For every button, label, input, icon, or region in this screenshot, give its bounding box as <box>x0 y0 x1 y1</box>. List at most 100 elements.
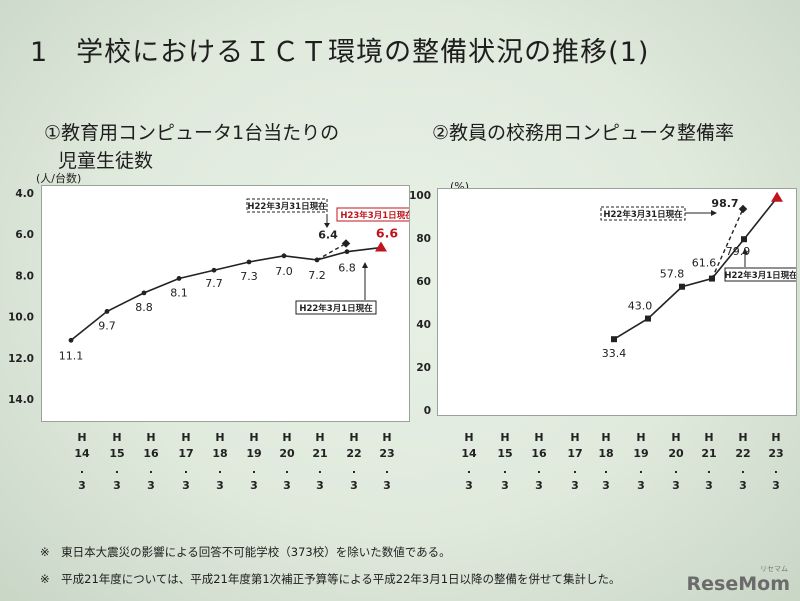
chart1-extra-label: 6.4 <box>318 228 338 241</box>
chart1-xtick-label: . <box>149 463 153 476</box>
chart2-xtick-label: H <box>771 431 780 444</box>
chart2-xtick-label: . <box>774 463 778 476</box>
chart1-title-line1: ①教育用コンピュータ1台当たりの <box>44 122 340 144</box>
chart1-callout-boxed-text: H22年3月1日現在 <box>299 303 373 314</box>
chart2-xtick-label: . <box>604 463 608 476</box>
chart1-callout-red-box <box>336 207 409 222</box>
chart1-unit: (人/台数) <box>36 172 82 185</box>
chart2-ytick-label: 0 <box>424 405 431 417</box>
chart1-xtick-label: . <box>80 463 84 476</box>
chart2-ytick-label: 80 <box>416 233 431 245</box>
chart2-xtick-label: 3 <box>705 479 713 492</box>
chart1-ytick-label: 4.0 <box>15 188 34 200</box>
chart1-xtick-label: H <box>77 431 86 444</box>
chart1-xtick-label: H <box>146 431 155 444</box>
chart1-xtick-label: 3 <box>147 479 155 492</box>
chart2-value-label: 57.8 <box>660 268 685 281</box>
chart2-value-label: 61.6 <box>692 257 717 270</box>
chart1-point <box>281 253 287 259</box>
chart1-callout-dashed-text: H22年3月31日現在 <box>247 201 327 212</box>
chart2-xtick-label: H <box>570 431 579 444</box>
chart2-xtick-label: 23 <box>768 447 783 460</box>
chart1-value-label-h23: 6.6 <box>376 226 398 241</box>
chart2-extra-point <box>738 204 748 214</box>
chart1-xtick-label: H <box>315 431 324 444</box>
chart2-xtick-label: H <box>636 431 645 444</box>
chart1-xtick-label: H <box>282 431 291 444</box>
chart2-panel: 33.443.057.861.679.999.298.7H23年3月1日現在H2… <box>437 188 797 416</box>
chart2-xtick-label: 21 <box>701 447 716 460</box>
chart1-point <box>68 337 74 343</box>
chart2-point <box>645 315 651 322</box>
chart1-ytick-label: 6.0 <box>15 229 34 241</box>
chart1-callout-boxed-arrowhead <box>362 262 368 268</box>
chart1-value-label: 7.0 <box>275 265 293 278</box>
chart2-xtick-label: 22 <box>735 447 750 460</box>
chart1-xtick-label: 3 <box>182 479 190 492</box>
chart2-dashed-line <box>711 208 744 279</box>
chart2-xtick-label: . <box>467 463 471 476</box>
chart1-callout-red-text: H23年3月1日現在 <box>340 210 409 221</box>
logo-small-text: リセマム <box>760 565 788 573</box>
chart2-xtick-label: . <box>674 463 678 476</box>
chart2-ytick-label: 40 <box>416 319 431 331</box>
chart2-xtick-label: 3 <box>571 479 579 492</box>
chart1-xtick-label: 15 <box>109 447 124 460</box>
chart2-xtick-label: 20 <box>668 447 684 460</box>
footnote-2: ※ 平成21年度については、平成21年度第1次補正予算等による平成22年3月1日… <box>40 572 621 586</box>
chart2-xtick-label: . <box>707 463 711 476</box>
chart2-xtick-label: 18 <box>598 447 613 460</box>
chart1-point <box>344 249 350 255</box>
chart1-xtick-label: 20 <box>279 447 295 460</box>
chart1-point <box>104 309 110 314</box>
chart1-dashed-line <box>316 242 347 261</box>
chart2-title: ②教員の校務用コンピュータ整備率 <box>432 122 735 144</box>
chart1-xtick-label: 3 <box>250 479 258 492</box>
chart2-xtick-label: 3 <box>535 479 543 492</box>
chart1-xtick-label: 3 <box>350 479 358 492</box>
chart1-point <box>141 290 147 296</box>
chart2-extra-label: 98.7 <box>711 197 738 210</box>
chart2-xtick-label: 3 <box>672 479 680 492</box>
chart1-title-line2: 児童生徒数 <box>58 150 154 172</box>
chart1-series-segment-last <box>346 246 382 253</box>
chart1-xtick-label: 21 <box>312 447 327 460</box>
chart1-xtick-label: . <box>318 463 322 476</box>
chart1-xtick-label: 3 <box>78 479 86 492</box>
chart2-callout-dashed-arrowhead <box>711 210 717 216</box>
chart1-xtick-label: H <box>112 431 121 444</box>
chart2-xtick-label: 3 <box>637 479 645 492</box>
chart1-value-label: 8.8 <box>135 301 153 314</box>
chart1-value-label: 7.2 <box>308 269 326 282</box>
chart2-point-h23 <box>771 191 783 202</box>
chart2-value-label: 33.4 <box>602 347 627 360</box>
chart2-xtick-label: 3 <box>739 479 747 492</box>
chart2-ytick-label: 60 <box>416 276 431 288</box>
chart1-point-h23 <box>375 241 387 252</box>
chart1-xtick-label: 3 <box>216 479 224 492</box>
chart1-xtick-label: H <box>249 431 258 444</box>
chart1-callout-boxed-box <box>295 300 377 315</box>
chart2-xtick-label: 19 <box>633 447 648 460</box>
chart2-svg: 33.443.057.861.679.999.298.7H23年3月1日現在H2… <box>600 191 796 360</box>
chart1-xtick-label: 17 <box>178 447 193 460</box>
chart2-ytick-label: 20 <box>416 362 431 374</box>
chart2-xtick-label: 3 <box>602 479 610 492</box>
chart1-value-label: 11.1 <box>59 349 84 362</box>
chart1-xtick-label: 19 <box>246 447 261 460</box>
chart2-value-label: 43.0 <box>628 300 653 313</box>
chart1-xtick-label: 18 <box>212 447 227 460</box>
chart2-callout-boxed-text: H22年3月1日現在 <box>724 270 796 281</box>
chart1-point <box>211 267 217 273</box>
chart2-xtick-label: . <box>639 463 643 476</box>
chart1-xtick-label: 3 <box>283 479 291 492</box>
chart2-point <box>679 283 685 290</box>
chart2-ytick-label: 100 <box>409 190 431 202</box>
chart2-xtick-label: 14 <box>461 447 477 460</box>
chart2-xtick-label: . <box>741 463 745 476</box>
chart1-value-label: 8.1 <box>170 286 188 299</box>
chart1-xtick-label: . <box>115 463 119 476</box>
chart1-panel: 11.1 9.7 8.8 8.1 7.7 7.3 7.0 7.2 6.8 6.6 6.4 H22年3月… <box>41 185 410 422</box>
chart2-xtick-label: 15 <box>497 447 512 460</box>
resemom-logo: リセマム ReseMom <box>687 565 790 595</box>
